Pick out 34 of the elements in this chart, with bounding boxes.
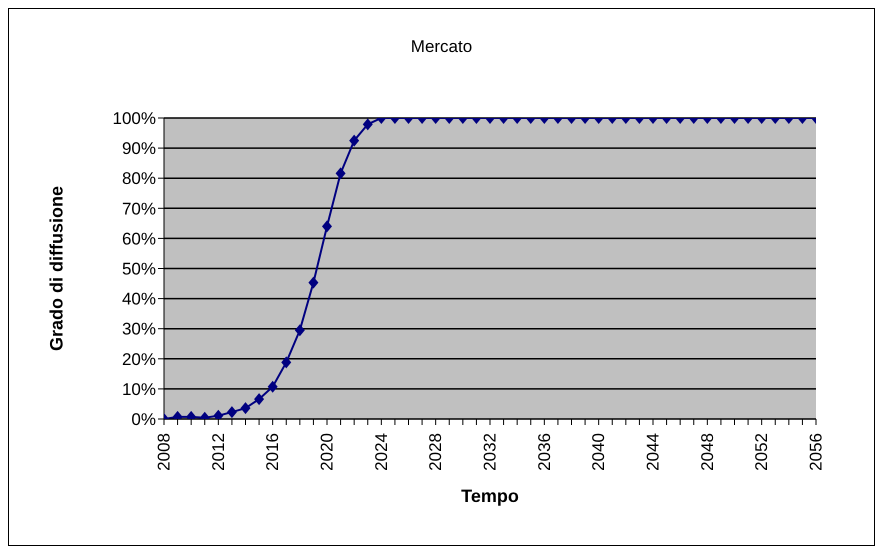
point [281,356,292,368]
x-tick-label: 2024 [372,433,391,471]
x-axis-title: Tempo [461,486,519,506]
y-tick-label: 80% [122,169,156,188]
x-tick-label: 2028 [426,433,446,471]
y-tick-label: 30% [122,320,156,339]
x-tick-label: 2056 [806,433,826,471]
x-tick-label: 2032 [480,433,500,471]
y-tick-label: 70% [122,199,156,218]
x-tick-label: 2016 [263,433,282,471]
y-tick-label: 50% [122,260,156,279]
point [240,402,250,414]
x-tick-label: 2052 [752,433,772,471]
y-tick-label: 10% [122,380,156,399]
y-tick-label: 40% [122,290,156,309]
x-tick-label: 2044 [644,433,662,471]
x-tick-label: 2048 [698,433,717,471]
x-tick-label: 2020 [318,433,336,471]
x-tick-label: 2012 [208,433,228,471]
point [254,393,264,406]
point [226,406,237,418]
y-tick-label: 100% [112,109,156,128]
y-tick-label: 20% [122,350,156,369]
y-axis-title: Grado di diffusione [46,186,66,351]
point [308,276,318,289]
x-tick-label: 2008 [154,433,174,471]
point [268,380,278,393]
chart-title: Mercato [410,37,474,57]
y-tick-label: 0% [131,410,156,430]
y-tick-label: 60% [122,229,156,248]
point [294,324,305,336]
x-tick-label: 2040 [589,433,608,471]
y-tick-label: 90% [122,139,156,158]
x-tick-label: 2036 [534,433,554,471]
